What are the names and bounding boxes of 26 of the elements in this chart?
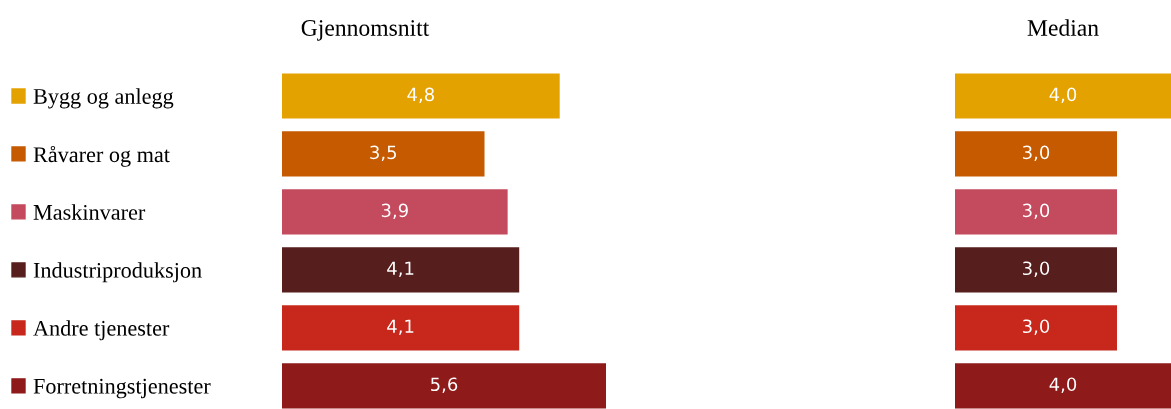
y-tick-label: Bygg og anlegg <box>33 88 174 109</box>
y-tick-label: Andre tjenester <box>33 320 170 341</box>
bar <box>282 73 560 119</box>
bar <box>282 131 485 177</box>
data-label: 3,0 <box>1023 261 1050 277</box>
bar <box>282 247 520 293</box>
data-label: 3,0 <box>1023 145 1050 162</box>
data-label: 4,1 <box>387 261 414 277</box>
bar <box>282 363 606 409</box>
data-label: 4,0 <box>1049 377 1077 393</box>
data-label: 5,6 <box>431 377 458 393</box>
y-tick-label: Råvarer og mat <box>33 145 170 167</box>
y-tick-label: Forretningstjenester <box>33 378 211 399</box>
bar <box>282 189 508 235</box>
chart-title: Gjennomsnitt <box>301 20 430 41</box>
data-label: 4,8 <box>407 87 434 104</box>
y-tick-label: Industriproduksjon <box>33 262 202 283</box>
bar <box>282 305 520 351</box>
data-label: 3,0 <box>1023 319 1050 335</box>
chart-title: Median <box>1027 19 1099 36</box>
data-label: 3,9 <box>381 203 408 219</box>
y-tick-label: Maskinvarer <box>33 204 146 220</box>
data-label: 4,1 <box>387 319 414 335</box>
data-label: 4,0 <box>1049 87 1077 104</box>
data-label: 3,0 <box>1023 203 1050 219</box>
data-label: 3,5 <box>370 145 397 162</box>
